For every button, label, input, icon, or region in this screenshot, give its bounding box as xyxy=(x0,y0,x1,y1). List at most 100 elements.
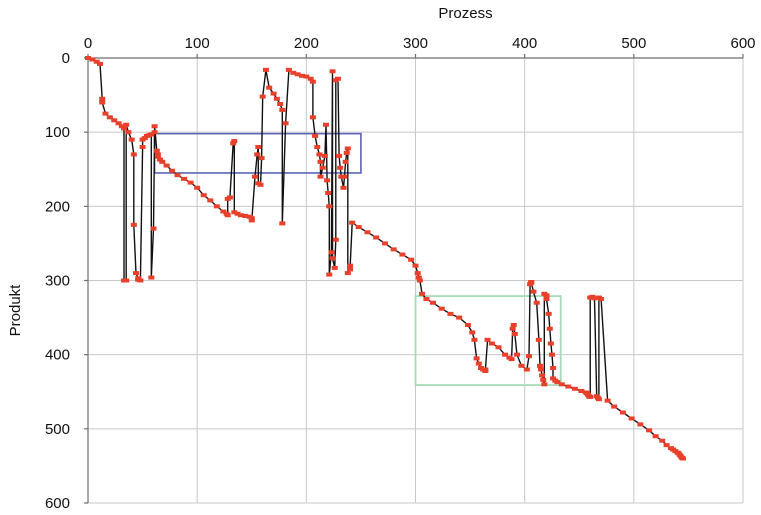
data-point xyxy=(344,271,351,276)
data-point xyxy=(484,337,491,342)
y-tick-label: 0 xyxy=(62,50,70,67)
data-point xyxy=(456,315,463,320)
data-point xyxy=(414,271,421,276)
data-point xyxy=(423,297,430,302)
data-point xyxy=(194,185,201,190)
data-point xyxy=(303,74,310,79)
data-point xyxy=(285,67,292,72)
data-point xyxy=(150,226,157,231)
data-point xyxy=(381,241,388,246)
data-point xyxy=(508,357,515,362)
data-point xyxy=(637,422,644,427)
data-point xyxy=(314,145,321,149)
data-point xyxy=(587,394,594,399)
data-point xyxy=(231,210,238,215)
data-point xyxy=(248,218,255,223)
data-point xyxy=(364,230,371,235)
data-point xyxy=(255,145,262,149)
data-point xyxy=(226,195,233,200)
data-point xyxy=(343,150,350,155)
data-point xyxy=(277,101,284,106)
data-point xyxy=(133,271,140,276)
data-point xyxy=(659,438,666,443)
data-point xyxy=(543,293,550,298)
data-point xyxy=(259,94,266,99)
data-point xyxy=(141,136,148,141)
data-point xyxy=(312,133,319,138)
data-point xyxy=(273,96,280,101)
data-point xyxy=(85,56,91,60)
data-point xyxy=(663,443,670,448)
x-tick-label: 500 xyxy=(621,35,646,52)
data-point xyxy=(99,96,106,101)
data-point xyxy=(324,178,331,183)
data-point xyxy=(349,220,356,225)
data-point xyxy=(344,146,351,151)
series-markers xyxy=(85,56,686,461)
data-point xyxy=(511,331,518,336)
data-point xyxy=(514,352,521,357)
x-tick-label: 400 xyxy=(512,35,537,52)
data-point xyxy=(399,252,406,257)
data-point xyxy=(518,363,525,368)
data-point xyxy=(154,154,161,159)
data-point xyxy=(652,434,659,439)
data-point xyxy=(181,176,188,181)
data-point xyxy=(340,185,347,190)
data-point xyxy=(332,237,339,242)
data-point xyxy=(187,180,194,185)
data-point xyxy=(543,297,550,302)
data-point xyxy=(558,382,565,387)
data-point xyxy=(539,373,546,378)
data-point xyxy=(97,61,104,66)
data-point xyxy=(157,157,164,162)
data-point xyxy=(495,345,502,350)
data-point xyxy=(159,159,166,164)
data-point xyxy=(336,153,343,158)
green-highlight-box xyxy=(414,295,562,386)
data-point xyxy=(341,174,348,179)
data-point xyxy=(174,173,181,178)
data-point xyxy=(412,263,419,268)
data-point xyxy=(258,156,265,161)
data-point xyxy=(213,204,220,209)
data-point xyxy=(248,216,255,221)
data-point xyxy=(604,398,611,403)
data-point xyxy=(230,141,237,146)
data-point xyxy=(237,213,244,218)
data-point xyxy=(99,100,106,105)
data-point xyxy=(646,428,653,433)
data-point xyxy=(528,279,535,284)
data-point xyxy=(419,291,426,296)
data-point xyxy=(438,306,445,311)
data-point xyxy=(416,278,423,283)
data-point xyxy=(502,352,509,357)
data-point xyxy=(429,300,436,305)
x-tick-label: 100 xyxy=(185,35,210,52)
data-point xyxy=(266,85,273,90)
data-point xyxy=(578,389,585,394)
data-point xyxy=(547,341,554,346)
x-tick-label: 300 xyxy=(403,35,428,52)
data-point xyxy=(322,122,329,127)
y-tick-label: 600 xyxy=(45,495,70,512)
data-point xyxy=(123,278,130,283)
data-point xyxy=(473,356,480,361)
data-point xyxy=(326,272,333,277)
grid-lines xyxy=(87,57,744,504)
data-point xyxy=(347,267,353,272)
data-point xyxy=(262,67,269,72)
data-point xyxy=(538,367,545,372)
data-point xyxy=(447,311,454,316)
data-point xyxy=(242,213,249,218)
data-point xyxy=(325,190,332,195)
data-point xyxy=(337,165,344,170)
data-point xyxy=(257,182,264,187)
data-point xyxy=(316,152,323,157)
data-point xyxy=(93,59,100,64)
data-point xyxy=(279,221,286,226)
data-point xyxy=(565,384,572,389)
data-point xyxy=(611,404,618,409)
y-tick-label: 200 xyxy=(45,198,70,215)
tick-labels: 0 100 200 300 400 500 600 0 100 200 300 400 500 600 xyxy=(45,35,756,512)
